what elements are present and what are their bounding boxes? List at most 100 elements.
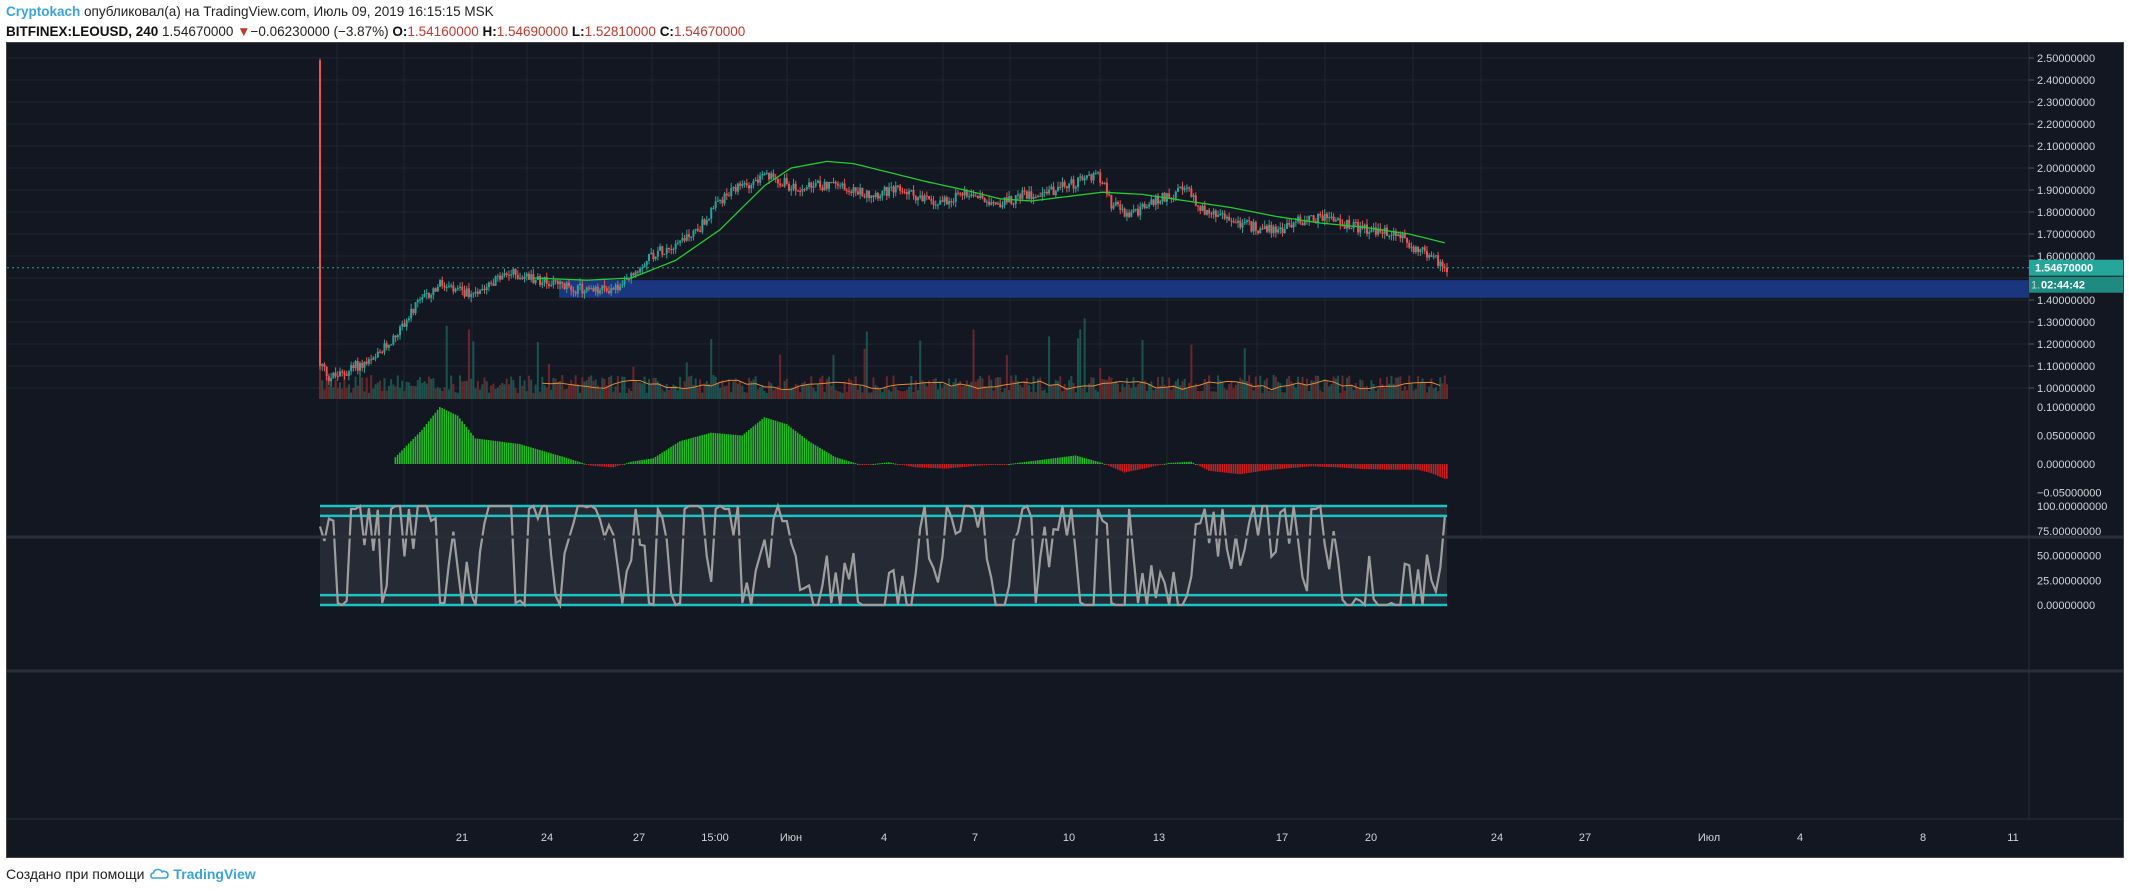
- volume-bar: [965, 380, 968, 399]
- candlesticks[interactable]: [319, 58, 1448, 387]
- volume-bar: [852, 384, 855, 399]
- macd-bar: [1108, 464, 1110, 466]
- candle-body: [699, 230, 702, 232]
- price-axis[interactable]: 2.500000002.400000002.300000002.20000000…: [2029, 53, 2095, 395]
- macd-bar: [1134, 464, 1137, 471]
- candle-body: [1170, 197, 1173, 199]
- candle-body: [768, 172, 771, 180]
- volume-bar: [625, 392, 628, 399]
- candle-body: [570, 286, 573, 291]
- volume-bar: [1268, 390, 1271, 399]
- candle-body: [334, 372, 337, 376]
- volume-bar: [754, 376, 757, 399]
- macd-bar: [1221, 464, 1224, 473]
- macd-bar: [1170, 462, 1172, 464]
- macd-bar: [881, 463, 883, 465]
- macd-bar: [1005, 464, 1008, 465]
- macd-bar: [403, 448, 406, 464]
- volume-bar: [810, 376, 813, 399]
- macd-bar: [472, 435, 474, 464]
- macd-bar: [623, 463, 626, 465]
- volume-bar: [576, 384, 579, 399]
- volume-bar: [1428, 386, 1431, 399]
- macd-bar: [1121, 464, 1124, 472]
- volume-bar: [461, 381, 464, 399]
- macd-bar: [930, 464, 932, 468]
- macd-bar: [863, 464, 866, 465]
- macd-bar: [910, 464, 912, 467]
- macd-bar: [1212, 464, 1215, 472]
- candle-body: [883, 186, 886, 192]
- macd-bar: [530, 447, 532, 464]
- candle-body: [1423, 247, 1426, 252]
- candle-body: [710, 208, 713, 219]
- macd-bar: [1290, 464, 1292, 468]
- macd-axis[interactable]: 0.100000000.050000000.00000000−0.0500000…: [2037, 402, 2102, 500]
- last-price: 1.54670000: [162, 24, 234, 39]
- volume-bar: [1010, 375, 1013, 399]
- volume-bar: [876, 386, 879, 399]
- volume-bar: [621, 376, 624, 399]
- volume-bar: [419, 376, 422, 399]
- time-axis-label: 17: [1276, 832, 1288, 844]
- volume-bar: [1045, 392, 1048, 399]
- candle-body: [430, 295, 433, 298]
- volume-bar: [719, 387, 722, 399]
- macd-bar: [1308, 464, 1310, 467]
- candle-body: [783, 178, 786, 187]
- macd-bar: [1188, 461, 1190, 464]
- volume-bar: [1099, 367, 1102, 399]
- chart-container[interactable]: 2.50000000 2.40000000 2.30000000 2.20000000…: [6, 42, 2124, 858]
- candle-body: [376, 351, 379, 358]
- volume-bar: [1314, 375, 1317, 399]
- candle-body: [741, 183, 744, 186]
- macd-bar: [1243, 464, 1246, 474]
- macd-bar: [823, 450, 826, 464]
- macd-bar: [845, 460, 848, 464]
- author-link[interactable]: Cryptokach: [6, 4, 81, 19]
- candle-body: [925, 195, 928, 197]
- candle-body: [1157, 195, 1160, 204]
- candle-body: [1334, 220, 1337, 222]
- volume-bar: [430, 379, 433, 399]
- volume-bar: [748, 377, 751, 399]
- volume-bar: [532, 392, 535, 399]
- volume-bar: [948, 378, 951, 399]
- macd-histogram: [394, 407, 1448, 479]
- macd-bar: [505, 442, 508, 464]
- chart-canvas[interactable]: 2.500000002.400000002.300000002.20000000…: [7, 43, 2123, 857]
- tradingview-logo[interactable]: TradingView: [150, 866, 256, 882]
- candle-body: [545, 276, 548, 284]
- candle-body: [1288, 223, 1291, 225]
- volume-bar: [661, 389, 664, 399]
- candle-body: [1263, 225, 1266, 230]
- candle-body: [450, 285, 453, 287]
- volume-bar: [939, 381, 942, 399]
- volume-bar: [779, 354, 782, 399]
- candle-body: [712, 207, 715, 209]
- time-axis[interactable]: 21 24 27 15:00 Июн 4 7 10 13 17 20 24 27 Июл 4 8 11: [456, 832, 2019, 844]
- symbol-label[interactable]: BITFINEX:LEOUSD, 240: [6, 24, 159, 39]
- macd-bar: [1141, 464, 1144, 469]
- macd-bar: [476, 438, 479, 464]
- macd-bar: [647, 458, 650, 464]
- volume-bar: [1188, 382, 1191, 399]
- macd-bar: [692, 437, 695, 464]
- volume-bar: [1054, 379, 1057, 399]
- volume-bar: [941, 387, 944, 399]
- volume-bar: [828, 376, 831, 399]
- macd-bar: [976, 464, 979, 466]
- stoch-axis[interactable]: 100.0000000075.0000000050.0000000025.000…: [2037, 501, 2107, 612]
- candle-body: [521, 277, 524, 279]
- candle-body: [988, 201, 991, 205]
- candle-body: [514, 268, 517, 275]
- volume-bar: [483, 377, 486, 399]
- macd-bar: [441, 408, 443, 464]
- candle-body: [1039, 195, 1042, 197]
- candle-body: [1021, 190, 1024, 199]
- candle-body: [910, 190, 913, 192]
- macd-bar: [1065, 456, 1068, 464]
- macd-bar: [1279, 464, 1281, 470]
- macd-bar: [894, 463, 897, 465]
- macd-bar: [888, 462, 890, 464]
